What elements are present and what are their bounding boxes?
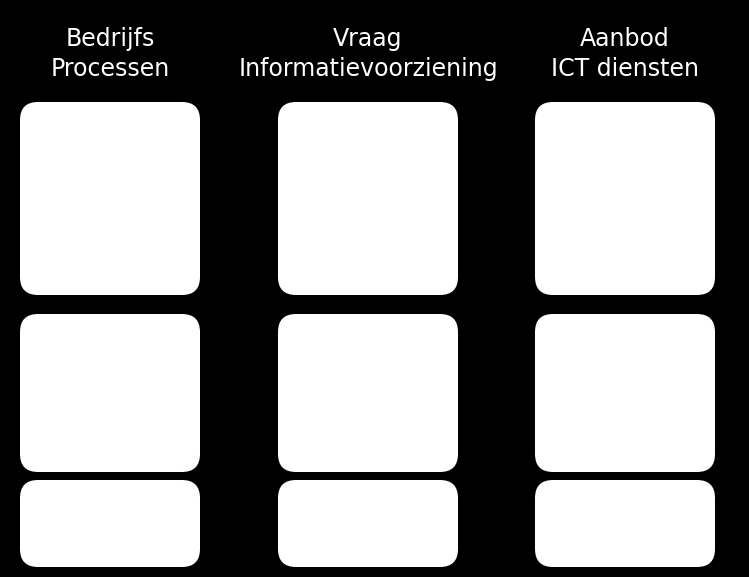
Text: Vraag
Informatievoorziening: Vraag Informatievoorziening bbox=[238, 27, 498, 81]
FancyBboxPatch shape bbox=[20, 102, 200, 295]
FancyBboxPatch shape bbox=[20, 480, 200, 567]
Text: Aanbod
ICT diensten: Aanbod ICT diensten bbox=[551, 27, 699, 81]
FancyBboxPatch shape bbox=[20, 314, 200, 472]
FancyBboxPatch shape bbox=[278, 480, 458, 567]
FancyBboxPatch shape bbox=[535, 480, 715, 567]
FancyBboxPatch shape bbox=[535, 314, 715, 472]
FancyBboxPatch shape bbox=[278, 314, 458, 472]
FancyBboxPatch shape bbox=[278, 102, 458, 295]
Text: Bedrijfs
Processen: Bedrijfs Processen bbox=[50, 27, 169, 81]
FancyBboxPatch shape bbox=[535, 102, 715, 295]
